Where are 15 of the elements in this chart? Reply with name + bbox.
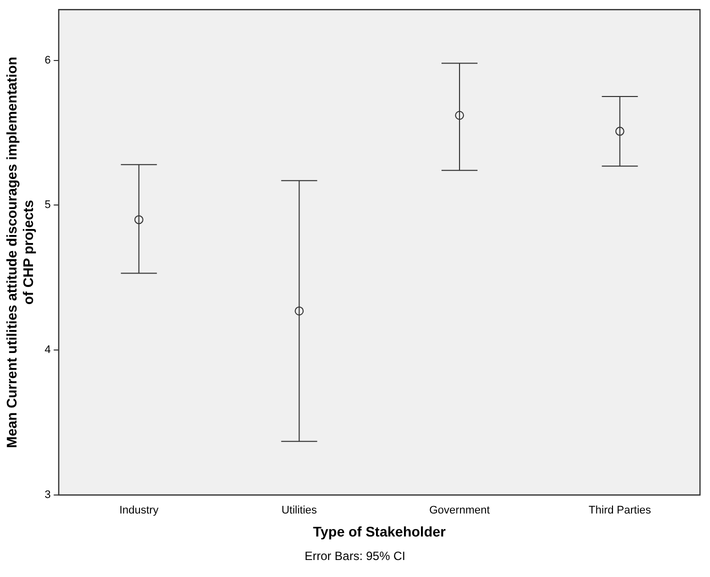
y-tick-label: 3 [44,489,51,502]
point [294,306,304,316]
x-tick-label: Third Parties [588,504,652,517]
text: Error Bars: 95% CI [304,549,406,563]
y-tick-label: 4 [44,344,51,356]
point [455,110,464,120]
point [615,126,624,136]
y-axis-title: Mean Current utilities attitude discourages implementation of CHP projects [3,56,36,448]
x-tick-label: Government [429,504,490,517]
y-tick-label: 5 [44,199,51,212]
y-tick-label: 6 [44,54,51,66]
x-tick-label: Utilities [281,504,318,517]
x-axis-title: Type of Stakeholder [312,523,446,540]
point [134,215,144,224]
x-tick-label: Industry [119,504,159,517]
